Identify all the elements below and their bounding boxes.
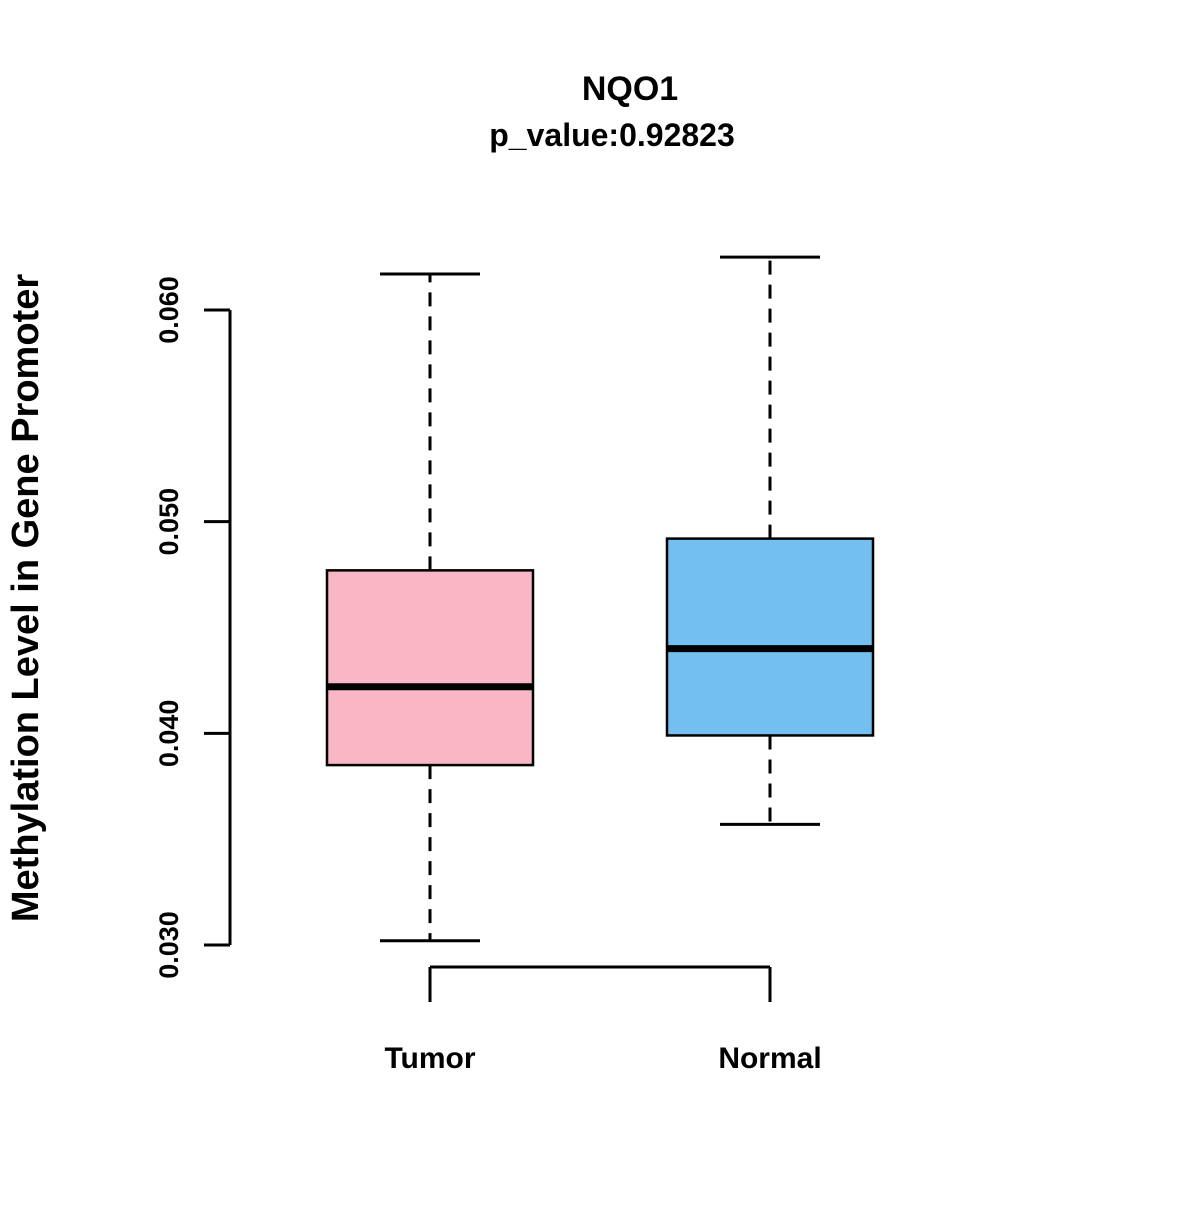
chart-subtitle: p_value:0.92823 — [489, 117, 735, 153]
y-axis: 0.030 0.040 0.050 0.060 — [154, 276, 232, 979]
box-group — [325, 255, 875, 943]
x-axis: Tumor Normal — [384, 965, 822, 1075]
y-tick-label: 0.050 — [154, 488, 184, 556]
box-normal — [665, 537, 875, 737]
y-axis-label: Methylation Level in Gene Promoter — [5, 274, 47, 922]
category-label-tumor: Tumor — [384, 1042, 475, 1075]
y-tick-label: 0.060 — [154, 276, 184, 344]
box-tumor — [325, 569, 535, 767]
y-tick-label: 0.030 — [154, 911, 184, 979]
chart-title: NQO1 — [582, 70, 678, 108]
category-label-normal: Normal — [718, 1042, 821, 1075]
y-tick-label: 0.040 — [154, 700, 184, 768]
